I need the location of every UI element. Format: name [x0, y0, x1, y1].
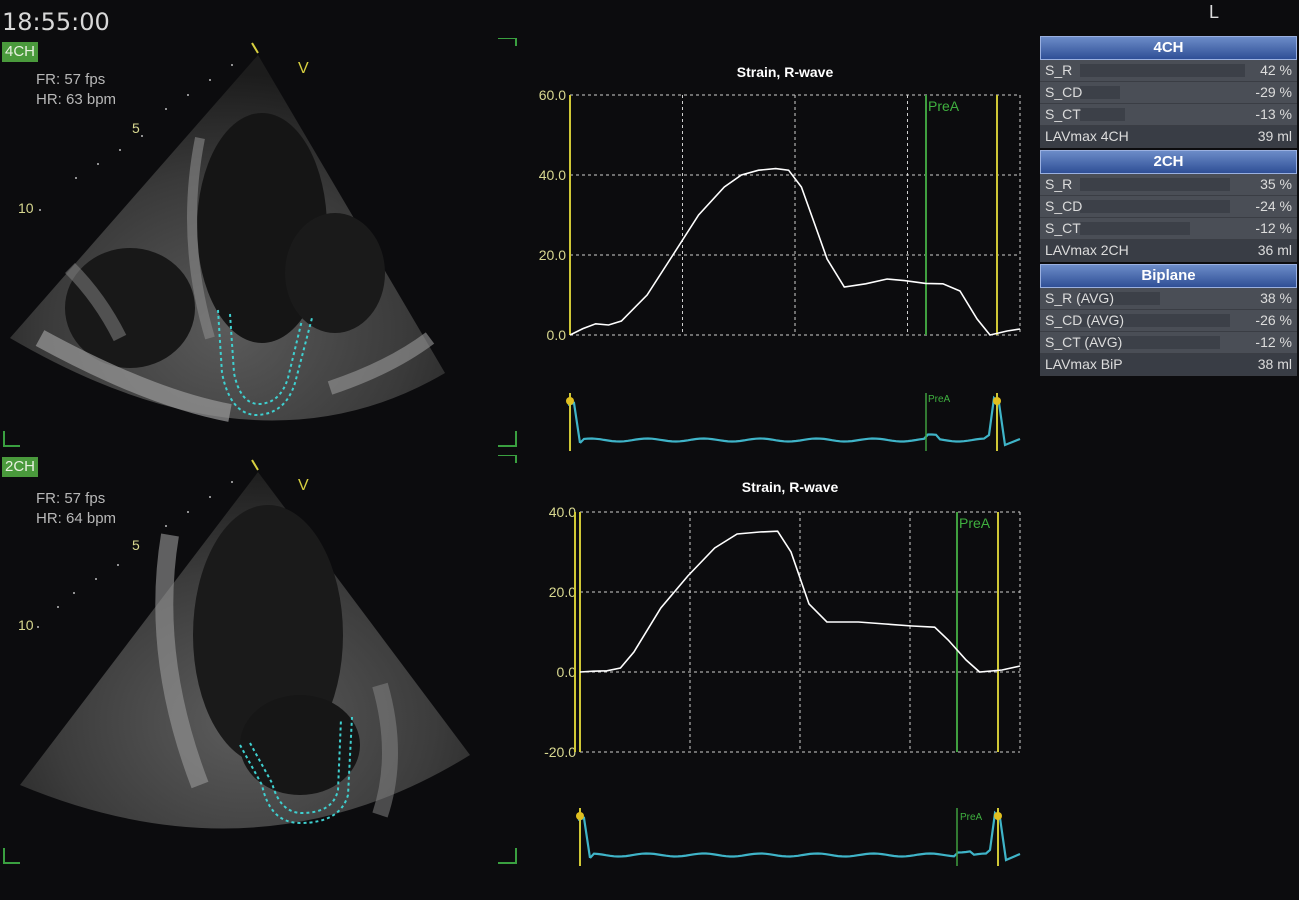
- ecg-dot-end: [994, 812, 1002, 820]
- row-value: -29 %: [1255, 84, 1292, 100]
- strain-curve: [579, 530, 1021, 673]
- row-value: 38 %: [1260, 290, 1292, 306]
- depth-mark-10-4ch: 10: [18, 200, 34, 216]
- row-label: LAVmax BiP: [1045, 356, 1123, 372]
- row-label: S_CD: [1045, 84, 1083, 100]
- row-value: -12 %: [1255, 334, 1292, 350]
- row-bar: [1080, 222, 1190, 235]
- depth-mark-10-2ch: 10: [18, 617, 34, 633]
- row-label: S_CD: [1045, 198, 1083, 214]
- row-bar: [1080, 64, 1245, 77]
- strain-chart-2ch[interactable]: Strain, R-wave 40.0 20.0 0.0 -20.0 PreA PreA: [520, 470, 1040, 890]
- ecg-prea-label: PreA: [960, 812, 983, 823]
- table-row: LAVmax BiP 38 ml: [1040, 354, 1297, 376]
- row-value: 42 %: [1260, 62, 1292, 78]
- y-tick-label: 40.0: [539, 167, 566, 183]
- row-value: 39 ml: [1257, 128, 1292, 144]
- row-bar: [1080, 292, 1160, 305]
- row-label: S_R: [1045, 176, 1073, 192]
- echo-panel-2ch[interactable]: 2CH FR: 57 fps HR: 64 bpm V 5 10: [0, 455, 520, 865]
- y-tick-label: -20.0: [544, 744, 576, 760]
- table-row: S_R (AVG) 38 %: [1040, 288, 1297, 310]
- row-bar: [1080, 336, 1220, 349]
- row-value: -24 %: [1255, 198, 1292, 214]
- row-value: -26 %: [1255, 312, 1292, 328]
- y-tick-label: 20.0: [549, 584, 576, 600]
- row-value: -12 %: [1255, 220, 1292, 236]
- table-row: S_CT -12 %: [1040, 218, 1297, 240]
- row-label: S_CT: [1045, 220, 1081, 236]
- orientation-label: L: [1209, 2, 1220, 22]
- row-bar: [1080, 200, 1230, 213]
- ecg-prea-label: PreA: [928, 394, 951, 405]
- y-tick-label: 0.0: [557, 664, 577, 680]
- heart-rate-2ch: HR: 64 bpm: [36, 510, 117, 527]
- section-header: 2CH: [1040, 150, 1297, 174]
- ecg-trace: [589, 810, 1021, 862]
- row-label: LAVmax 4CH: [1045, 128, 1129, 144]
- echo-image-2ch: [3, 455, 517, 864]
- row-bar: [1080, 86, 1120, 99]
- echo-panel-4ch[interactable]: 4CH FR: 57 fps HR: 63 bpm V 5 10: [0, 38, 520, 448]
- y-tick-label: 40.0: [549, 504, 576, 520]
- row-label: S_R (AVG): [1045, 290, 1114, 306]
- table-row: S_CT -13 %: [1040, 104, 1297, 126]
- row-bar: [1080, 178, 1230, 191]
- row-bar: [1080, 108, 1125, 121]
- y-tick-label: 20.0: [539, 247, 566, 263]
- table-row: S_R 35 %: [1040, 174, 1297, 196]
- ecg-dot-start: [566, 397, 574, 405]
- ventricle-marker-2ch: V: [298, 477, 309, 494]
- y-tick-label: 0.0: [547, 327, 567, 343]
- table-row: S_CD -29 %: [1040, 82, 1297, 104]
- measurement-table: 4CH S_R 42 % S_CD -29 % S_CT -13 % LAVmax 4CH 39…: [1040, 36, 1297, 378]
- row-label: S_R: [1045, 62, 1073, 78]
- prea-marker-label: PreA: [959, 515, 991, 531]
- table-row: LAVmax 2CH 36 ml: [1040, 240, 1297, 262]
- depth-mark-5-4ch: 5: [132, 120, 140, 136]
- view-label-2ch: 2CH: [2, 457, 39, 477]
- ventricle-marker-4ch: V: [298, 60, 309, 77]
- ecg-dot-end: [993, 397, 1001, 405]
- clock-time: 18:55:00: [2, 8, 110, 36]
- table-row: S_CD (AVG) -26 %: [1040, 310, 1297, 332]
- prea-marker-label: PreA: [928, 98, 960, 114]
- row-label: S_CD (AVG): [1045, 312, 1125, 328]
- row-value: 36 ml: [1257, 242, 1292, 258]
- row-bar: [1080, 314, 1230, 327]
- row-label: S_CT: [1045, 106, 1081, 122]
- table-section-4ch: 4CH S_R 42 % S_CD -29 % S_CT -13 % LAVmax 4CH 39…: [1040, 36, 1297, 148]
- row-value: 38 ml: [1257, 356, 1292, 372]
- view-label-4ch: 4CH: [2, 42, 39, 62]
- ecg-dot-start: [576, 812, 584, 820]
- row-label: LAVmax 2CH: [1045, 242, 1129, 258]
- frame-rate-2ch: FR: 57 fps: [36, 490, 106, 507]
- strain-chart-4ch[interactable]: Strain, R-wave 60.0 40.0 20.0 0.0 PreA PreA: [520, 55, 1040, 455]
- table-row: LAVmax 4CH 39 ml: [1040, 126, 1297, 148]
- row-label: S_CT (AVG): [1045, 334, 1123, 350]
- table-row: S_CD -24 %: [1040, 196, 1297, 218]
- row-value: -13 %: [1255, 106, 1292, 122]
- row-value: 35 %: [1260, 176, 1292, 192]
- ecg-trace: [579, 395, 1021, 447]
- strain-curve: [569, 167, 1021, 336]
- frame-rate-4ch: FR: 57 fps: [36, 71, 106, 88]
- table-row: S_CT (AVG) -12 %: [1040, 332, 1297, 354]
- echo-image-4ch: [3, 38, 517, 447]
- section-header: 4CH: [1040, 36, 1297, 60]
- section-header: Biplane: [1040, 264, 1297, 288]
- heart-rate-4ch: HR: 63 bpm: [36, 91, 117, 108]
- table-section-biplane: Biplane S_R (AVG) 38 % S_CD (AVG) -26 % S_CT …: [1040, 264, 1297, 376]
- y-tick-label: 60.0: [539, 87, 566, 103]
- chart-title: Strain, R-wave: [742, 479, 839, 495]
- chart-title: Strain, R-wave: [737, 64, 834, 80]
- table-row: S_R 42 %: [1040, 60, 1297, 82]
- depth-mark-5-2ch: 5: [132, 537, 140, 553]
- table-section-2ch: 2CH S_R 35 % S_CD -24 % S_CT -12 % LAVmax 2CH 36…: [1040, 150, 1297, 262]
